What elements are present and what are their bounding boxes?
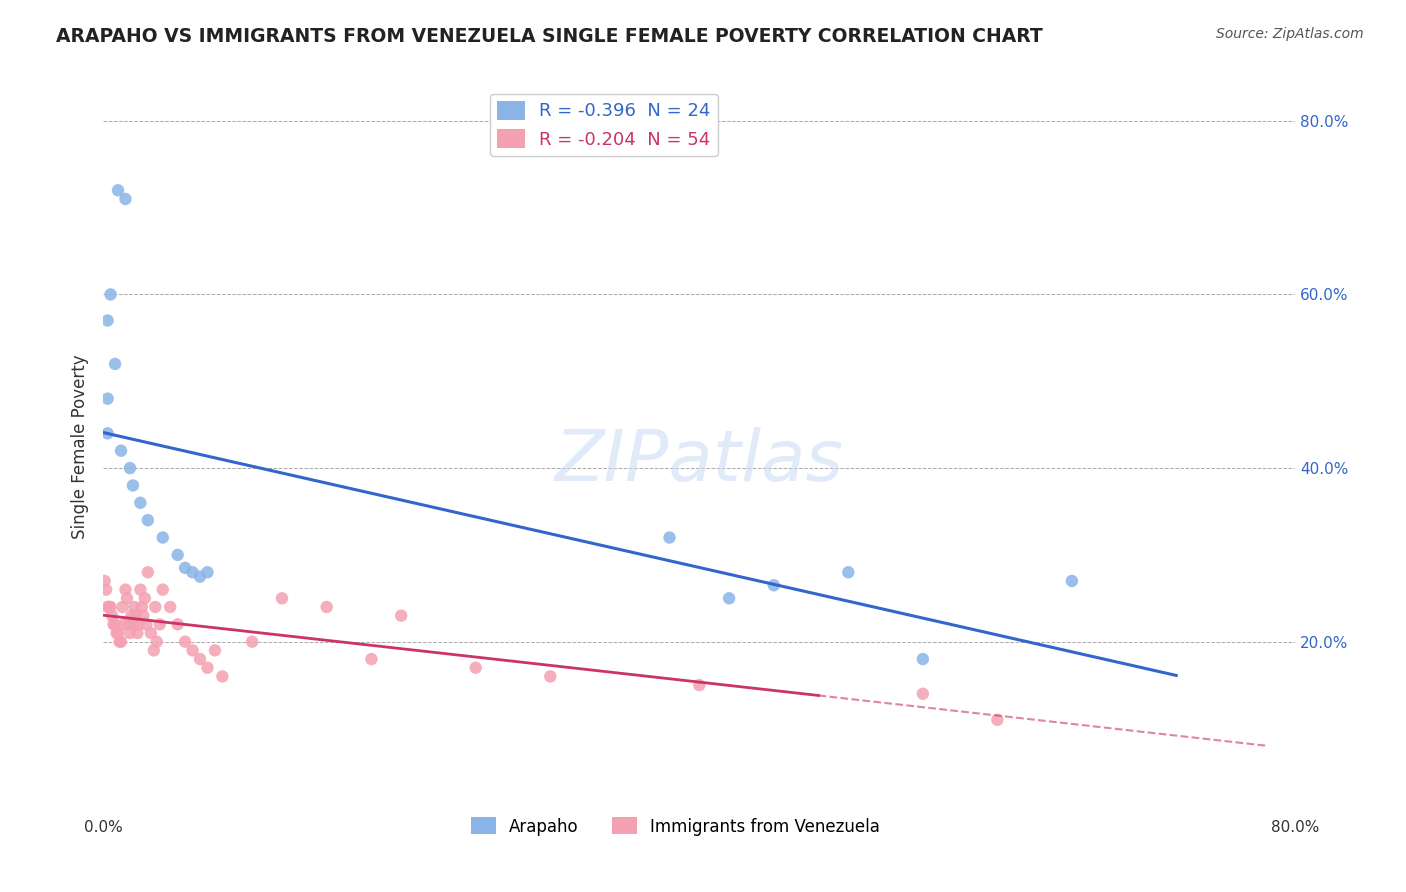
Point (762, 578, 785, 592)
Point (122, 478, 145, 492)
Point (464, 661, 486, 675)
Point (104, 617, 127, 632)
Point (125, 608, 148, 623)
Point (97, 426, 120, 441)
Point (911, 687, 934, 701)
Point (152, 531, 174, 545)
Point (538, 669, 561, 683)
Point (97, 599, 120, 614)
Point (986, 713, 1008, 727)
Point (143, 599, 166, 614)
Point (115, 591, 138, 606)
Point (139, 626, 162, 640)
Point (181, 643, 204, 657)
Legend: Arapaho, Immigrants from Venezuela: Arapaho, Immigrants from Venezuela (463, 809, 889, 844)
Point (129, 496, 152, 510)
Point (211, 669, 233, 683)
Point (389, 608, 412, 623)
Point (152, 582, 174, 597)
Point (136, 513, 159, 527)
Point (1060, 574, 1083, 588)
Point (149, 617, 172, 632)
Point (97, 392, 120, 406)
Point (122, 617, 145, 632)
Point (197, 661, 219, 675)
Point (658, 531, 681, 545)
Point (110, 443, 132, 458)
Point (135, 617, 157, 632)
Point (114, 192, 136, 206)
Point (166, 548, 188, 562)
Point (911, 652, 934, 666)
Point (105, 626, 128, 640)
Point (174, 561, 197, 575)
Point (117, 617, 139, 632)
Point (315, 599, 337, 614)
Point (129, 582, 152, 597)
Point (111, 599, 134, 614)
Point (97, 313, 120, 327)
Point (188, 569, 211, 583)
Text: ARAPAHO VS IMMIGRANTS FROM VENEZUELA SINGLE FEMALE POVERTY CORRELATION CHART: ARAPAHO VS IMMIGRANTS FROM VENEZUELA SIN… (56, 27, 1043, 45)
Point (688, 678, 710, 692)
Text: ZIPatlas: ZIPatlas (555, 426, 844, 496)
Point (134, 591, 156, 606)
Text: Source: ZipAtlas.com: Source: ZipAtlas.com (1216, 27, 1364, 41)
Point (93, 574, 115, 588)
Point (837, 566, 859, 580)
Point (204, 643, 226, 657)
Point (131, 599, 153, 614)
Point (181, 566, 204, 580)
Point (132, 608, 155, 623)
Point (159, 599, 181, 614)
Point (120, 608, 142, 623)
Point (110, 634, 132, 648)
Point (136, 566, 159, 580)
Point (142, 643, 165, 657)
Point (174, 634, 197, 648)
Point (128, 617, 150, 632)
Point (100, 599, 122, 614)
Point (118, 626, 141, 640)
Point (100, 287, 122, 301)
Point (118, 461, 141, 475)
Point (718, 591, 741, 606)
Point (108, 634, 131, 648)
Point (107, 183, 129, 197)
Point (114, 582, 136, 597)
Point (101, 608, 124, 623)
Point (112, 617, 135, 632)
Point (124, 599, 146, 614)
Point (107, 626, 129, 640)
Point (103, 617, 125, 632)
Y-axis label: Single Female Poverty: Single Female Poverty (72, 354, 89, 539)
Point (94, 582, 117, 597)
Point (271, 591, 294, 606)
Point (197, 566, 219, 580)
Point (166, 617, 188, 632)
Point (104, 357, 127, 371)
Point (146, 634, 169, 648)
Point (98, 599, 121, 614)
Point (240, 634, 263, 648)
Point (127, 626, 149, 640)
Point (360, 652, 382, 666)
Point (188, 652, 211, 666)
